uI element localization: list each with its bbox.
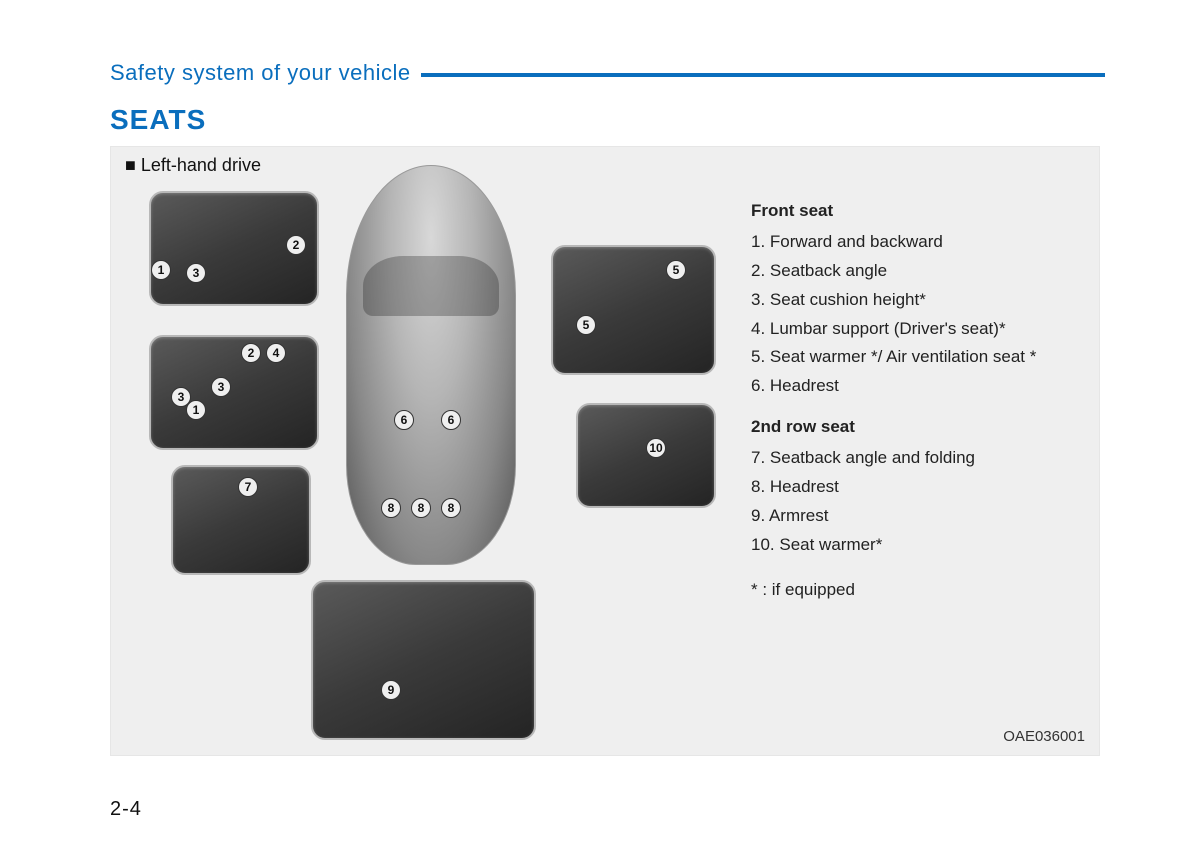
legend-item: 8. Headrest — [751, 473, 1081, 502]
figure-area: ■ Left-hand drive 1231233475510966888 Fr… — [110, 146, 1100, 756]
callout-1: 1 — [151, 260, 171, 280]
seat-diagram: 1231233475510966888 — [121, 165, 741, 745]
callout-8: 8 — [411, 498, 431, 518]
legend-item: 3. Seat cushion height* — [751, 286, 1081, 315]
callout-8: 8 — [381, 498, 401, 518]
page-number: 2-4 — [110, 798, 142, 821]
callout-3: 3 — [171, 387, 191, 407]
callout-5: 5 — [666, 260, 686, 280]
chapter-header: Safety system of your vehicle — [110, 60, 1105, 86]
legend-item: 4. Lumbar support (Driver's seat)* — [751, 315, 1081, 344]
detail-panel-armrest — [311, 580, 536, 740]
callout-10: 10 — [646, 438, 666, 458]
callout-3: 3 — [186, 263, 206, 283]
callout-3: 3 — [211, 377, 231, 397]
callout-6: 6 — [394, 410, 414, 430]
chapter-title: Safety system of your vehicle — [110, 60, 421, 86]
callout-6: 6 — [441, 410, 461, 430]
callout-7: 7 — [238, 477, 258, 497]
second-row-heading: 2nd row seat — [751, 413, 1081, 442]
figure-id: OAE036001 — [1003, 728, 1085, 745]
legend-item: 2. Seatback angle — [751, 257, 1081, 286]
callout-5: 5 — [576, 315, 596, 335]
legend-item: 6. Headrest — [751, 372, 1081, 401]
callout-2: 2 — [241, 343, 261, 363]
legend-item: 1. Forward and backward — [751, 228, 1081, 257]
detail-panel-door-switch — [576, 403, 716, 508]
callout-8: 8 — [441, 498, 461, 518]
footnote: * : if equipped — [751, 576, 1081, 605]
legend-item: 9. Armrest — [751, 502, 1081, 531]
seat-legend: Front seat 1. Forward and backward 2. Se… — [751, 197, 1081, 605]
callout-4: 4 — [266, 343, 286, 363]
callout-9: 9 — [381, 680, 401, 700]
callout-2: 2 — [286, 235, 306, 255]
vehicle-top-view — [346, 165, 516, 565]
legend-item: 10. Seat warmer* — [751, 531, 1081, 560]
detail-panel-console — [551, 245, 716, 375]
legend-item: 5. Seat warmer */ Air ventilation seat * — [751, 343, 1081, 372]
legend-item: 7. Seatback angle and folding — [751, 444, 1081, 473]
front-seat-heading: Front seat — [751, 197, 1081, 226]
header-rule-thin — [430, 74, 1105, 75]
section-title: SEATS — [110, 104, 1105, 136]
